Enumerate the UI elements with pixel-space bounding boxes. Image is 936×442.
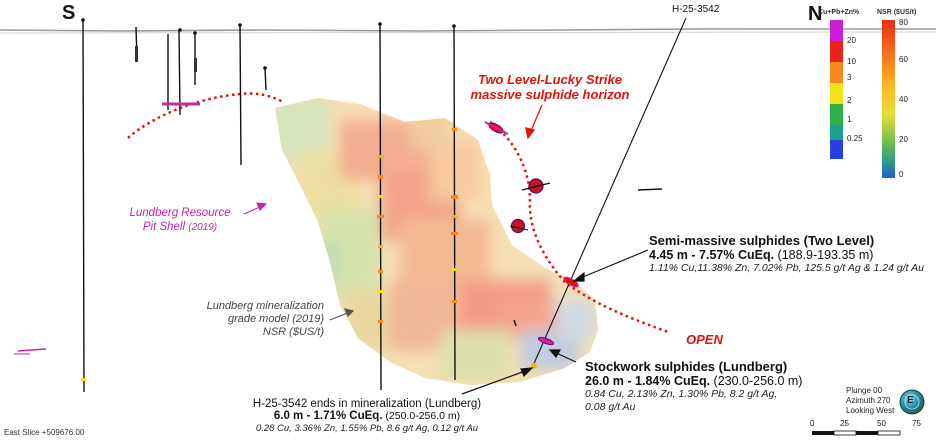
legend-cppz-tick: 0.25: [847, 134, 863, 143]
semi-massive-callout: Semi-massive sulphides (Two Level) 4.45 …: [649, 233, 924, 274]
collar-label: H-25-3542: [672, 4, 720, 15]
legend-nsr-tick: 0: [899, 170, 904, 179]
massive-sulphide-horizon: [489, 120, 669, 334]
legend-cppz-title: Cu+Pb+Zn%: [818, 9, 860, 16]
compass-icon: [899, 389, 925, 415]
assay-intervals: [81, 128, 458, 381]
direction-south: S: [62, 2, 76, 24]
legend-cppz-tick: 3: [847, 73, 852, 82]
scale-tick-label: 50: [877, 419, 886, 428]
hole-thick-segment: [135, 46, 138, 62]
pit-shell-label: Lundberg Resource Pit Shell (2019): [129, 207, 231, 233]
legend-nsr-title: NSR ($US/t): [877, 9, 917, 16]
legend-nsr-bar: [882, 20, 895, 178]
stockwork-callout: Stockwork sulphides (Lundberg) 26.0 m - …: [585, 359, 803, 413]
legend-cppz-tick: 1: [847, 115, 852, 124]
magenta-callout-arrow: [243, 202, 268, 215]
pit-shell-outline: [127, 92, 284, 139]
scale-tick-label: 25: [840, 419, 849, 428]
legend-cppz-tick: 10: [847, 57, 856, 66]
east-slice-label: East Slice +509676.00: [4, 428, 85, 437]
scale-bar: [812, 430, 901, 436]
view-parameters: Plunge 00 Azimuth 270 Looking West: [846, 386, 895, 415]
legend-nsr-tick: 20: [899, 135, 908, 144]
hole-end-callout: H-25-3542 ends in mineralization (Lundbe…: [252, 398, 482, 434]
legend-cppz-tick: 20: [847, 36, 856, 45]
topography-line: [0, 28, 936, 32]
grade-model: [275, 98, 598, 385]
scale-tick-label: 0: [810, 419, 815, 428]
hole-thick-segment: [194, 58, 197, 72]
topography-shadow: [0, 31, 936, 34]
direction-north: N: [808, 3, 823, 25]
scale-tick-label: 75: [912, 419, 921, 428]
drill-holes: [82, 19, 456, 393]
horizon-label: Two Level-Lucky Strike massive sulphide …: [470, 72, 630, 102]
open-label: OPEN: [686, 332, 723, 347]
magenta-interval: [17, 348, 47, 352]
legend-cppz-tick: 2: [847, 96, 852, 105]
collar-markers: [81, 18, 456, 70]
legend-nsr-tick: 60: [899, 55, 908, 64]
callout-arrows: [329, 249, 649, 395]
intercept-discs: [484, 121, 579, 369]
drill-hole-h-25-3542: [531, 17, 687, 369]
grade-model-label: Lundberg mineralization grade model (201…: [206, 300, 324, 338]
legend-nsr-tick: 40: [899, 95, 908, 104]
legend-nsr-tick: 80: [899, 18, 908, 27]
drill-hole-short: [637, 188, 663, 191]
legend-cppz-bar: [830, 20, 843, 159]
red-callout-arrow: [525, 104, 543, 140]
compass-letter: E: [907, 395, 914, 406]
drill-hole-short: [513, 319, 517, 327]
